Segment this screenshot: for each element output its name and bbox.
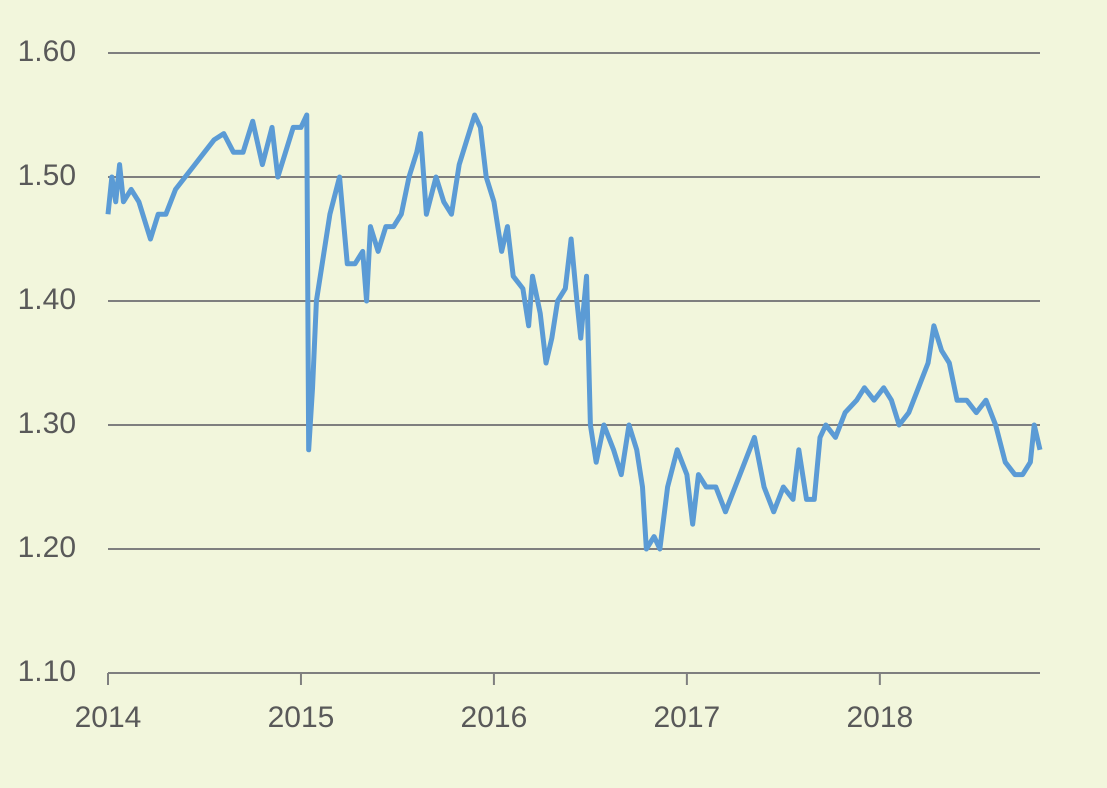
- data-line: [105, 112, 1043, 552]
- y-tick-label: 1.60: [18, 35, 76, 68]
- y-tick-label: 1.10: [18, 655, 76, 688]
- y-tick-label: 1.20: [18, 531, 76, 564]
- y-tick-label: 1.40: [18, 283, 76, 316]
- x-tick-label: 2015: [268, 701, 335, 734]
- x-tick-label: 2014: [75, 701, 142, 734]
- x-tick-label: 2018: [846, 701, 913, 734]
- x-tick-label: 2016: [461, 701, 528, 734]
- y-tick-label: 1.30: [18, 407, 76, 440]
- y-tick-label: 1.50: [18, 159, 76, 192]
- x-tick-label: 2017: [654, 701, 721, 734]
